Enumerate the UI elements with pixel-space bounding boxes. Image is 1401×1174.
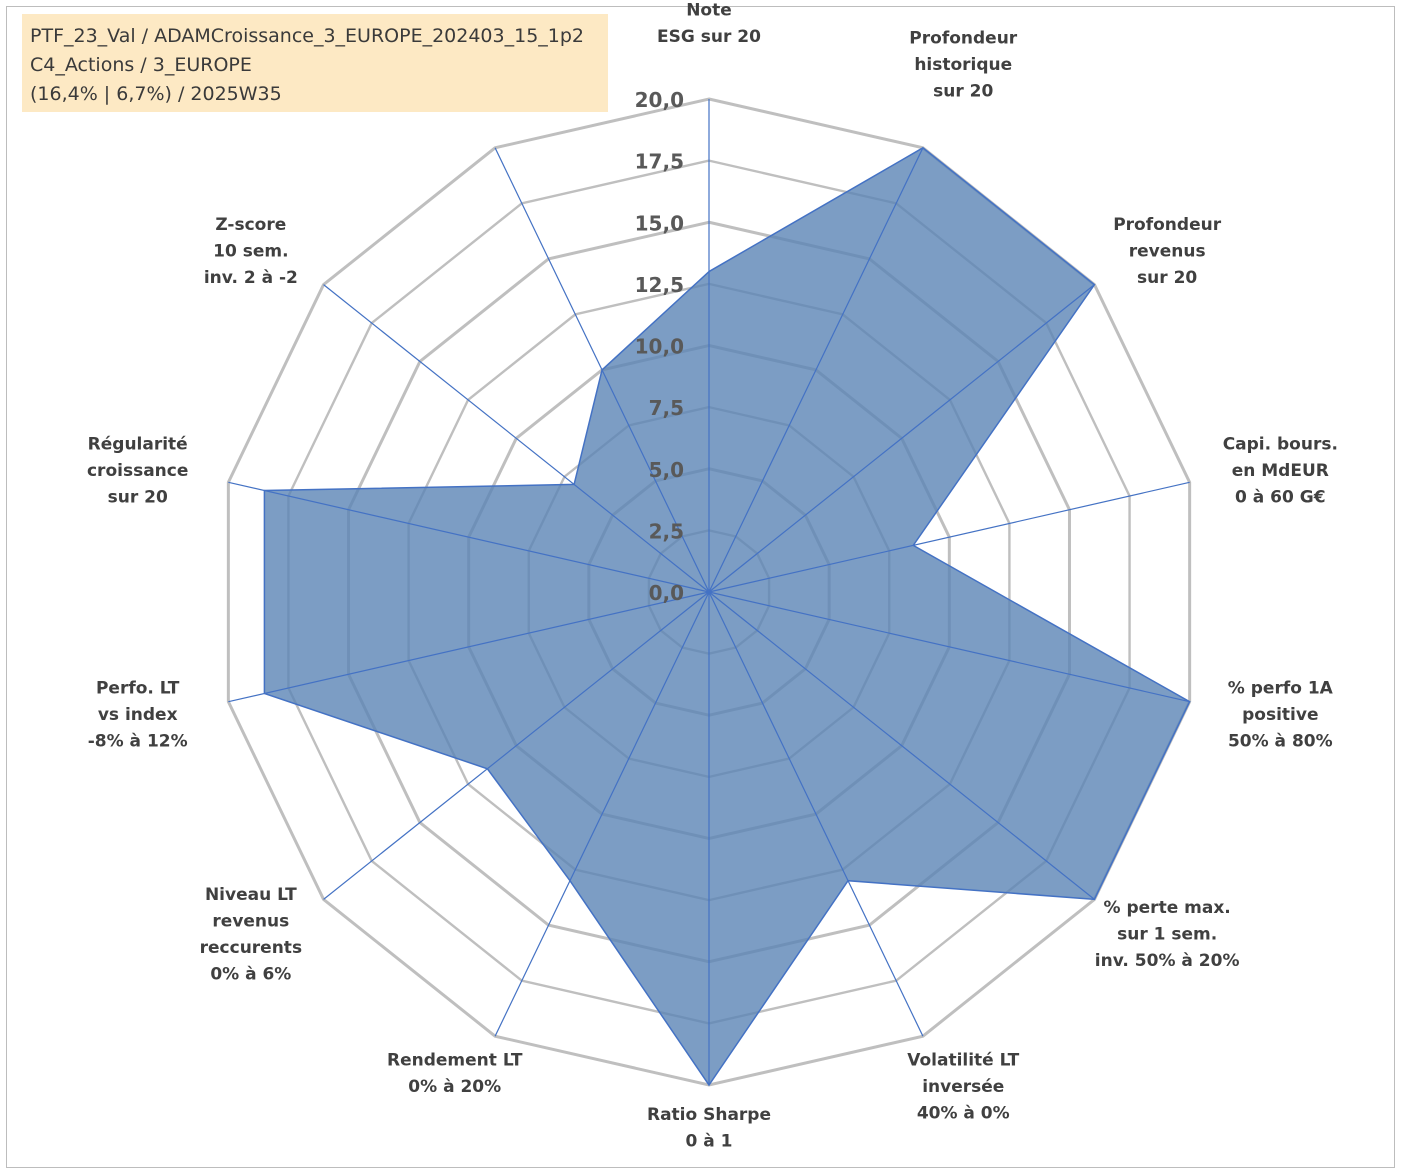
axis-label-line: Volatilité LT: [907, 1051, 1019, 1071]
axis-label-line: 0% à 20%: [408, 1077, 501, 1097]
axis-label-line: sur 1 sem.: [1117, 925, 1217, 945]
axis-label-line: 0 à 1: [686, 1132, 733, 1152]
axis-label-line: Capi. bours.: [1223, 435, 1338, 455]
radar-tick-labels: 0,0 2,5 5,0 7,5 10,0 12,5 15,0 17,5 20,0: [635, 88, 684, 605]
axis-label-line: positive: [1242, 705, 1318, 725]
tick-label: 10,0: [635, 335, 684, 359]
axis-label: Niveau LT revenus reccurents 0% à 6%: [200, 885, 302, 985]
tick-label: 15,0: [635, 211, 684, 235]
axis-label-line: historique: [914, 55, 1012, 75]
axis-label-line: revenus: [212, 911, 289, 931]
axis-label-line: sur 20: [1137, 268, 1197, 288]
spoke-line: [708, 591, 924, 1037]
axis-label: Note ESG sur 20: [657, 1, 761, 48]
tick-label: 0,0: [649, 581, 684, 605]
spoke-line: [708, 591, 1190, 703]
axis-label: Profondeur revenus sur 20: [1113, 215, 1222, 288]
axis-label-line: vs index: [98, 705, 178, 725]
axis-label-line: Z-score: [215, 215, 286, 235]
axis-label-line: % perfo 1A: [1228, 678, 1334, 698]
portfolio-class: C4_Actions / 3_EUROPE: [30, 54, 252, 76]
portfolio-stats: (16,4% | 6,7%) / 2025W35: [30, 83, 282, 105]
portfolio-name: PTF_23_Val / ADAMCroissance_3_EUROPE_202…: [30, 25, 585, 47]
axis-label-line: Profondeur: [909, 28, 1018, 48]
axis-label: Z-score 10 sem. inv. 2 à -2: [204, 215, 298, 288]
axis-label-line: Perfo. LT: [96, 678, 180, 698]
axis-label-line: sur 20: [108, 488, 168, 508]
axis-label-line: sur 20: [933, 81, 993, 101]
axis-label-line: Régularité: [88, 435, 188, 455]
axis-label: Rendement LT 0% à 20%: [387, 1051, 523, 1098]
tick-label: 17,5: [635, 150, 684, 174]
axis-label: Ratio Sharpe 0 à 1: [647, 1105, 771, 1152]
series-area: [263, 146, 1191, 1087]
axis-label: % perfo 1A positive 50% à 80%: [1228, 678, 1334, 751]
axis-label-line: Ratio Sharpe: [647, 1105, 771, 1125]
axis-label-line: 40% à 0%: [917, 1104, 1010, 1124]
radar-spokes: [228, 99, 1190, 1085]
axis-label: Profondeur historique sur 20: [909, 28, 1018, 101]
axis-label-line: inv. 2 à -2: [204, 268, 298, 288]
spoke-line: [494, 147, 710, 593]
axis-label-line: Niveau LT: [205, 885, 297, 905]
axis-label: % perte max. sur 1 sem. inv. 50% à 20%: [1095, 898, 1240, 971]
axis-label-line: en MdEUR: [1232, 461, 1329, 481]
axis-label-line: -8% à 12%: [88, 731, 188, 751]
axis-label-line: Profondeur: [1113, 215, 1222, 235]
spoke-line: [708, 147, 924, 593]
tick-label: 5,0: [649, 458, 684, 482]
axis-label-line: 0 à 60 G€: [1235, 488, 1326, 508]
spoke-line: [494, 591, 710, 1037]
spoke-line: [323, 284, 710, 593]
axis-label-line: reccurents: [200, 938, 302, 958]
axis-label-line: revenus: [1129, 241, 1206, 261]
tick-label: 20,0: [635, 88, 684, 112]
spoke-line: [323, 591, 710, 900]
axis-label-line: 50% à 80%: [1228, 731, 1333, 751]
axis-label-line: % perte max.: [1104, 898, 1231, 918]
spoke-line: [708, 284, 1095, 593]
radar-series: [263, 146, 1191, 1087]
axis-label-line: inversée: [922, 1077, 1004, 1097]
spoke-line: [228, 591, 710, 703]
spoke-line: [708, 481, 1190, 593]
axis-label-line: 10 sem.: [213, 241, 288, 261]
axis-label-line: Note: [686, 1, 732, 21]
axis-label-line: 0% à 6%: [210, 964, 291, 984]
tick-label: 2,5: [649, 519, 684, 543]
portfolio-info-box: PTF_23_Val / ADAMCroissance_3_EUROPE_202…: [22, 14, 608, 112]
axis-label-line: ESG sur 20: [657, 27, 761, 47]
axis-label-line: Rendement LT: [387, 1051, 523, 1071]
axis-label: Perfo. LT vs index -8% à 12%: [88, 678, 188, 751]
tick-label: 7,5: [649, 396, 684, 420]
tick-label: 12,5: [635, 273, 684, 297]
axis-label-line: croissance: [87, 461, 188, 481]
axis-label: Régularité croissance sur 20: [87, 435, 188, 508]
spoke-line: [228, 481, 710, 593]
axis-label: Volatilité LT inversée 40% à 0%: [907, 1051, 1019, 1124]
axis-label: Capi. bours. en MdEUR 0 à 60 G€: [1223, 435, 1338, 508]
axis-label-line: inv. 50% à 20%: [1095, 951, 1240, 971]
spoke-line: [708, 591, 1095, 900]
